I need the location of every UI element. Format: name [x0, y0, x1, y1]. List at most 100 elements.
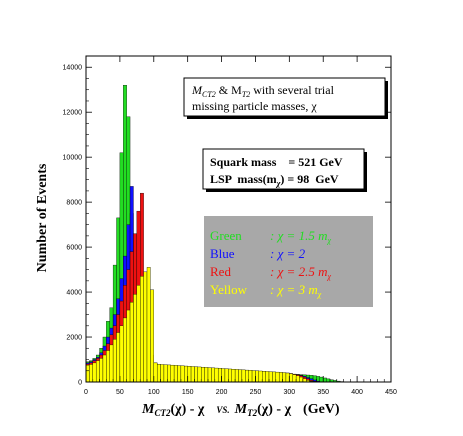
info-box-frame [202, 148, 365, 190]
legend-entries: Green: χ = 1.5 mχ Blue: χ = 2 Red: χ = 2.5… [210, 228, 331, 299]
x-axis-title: MCT2(χ) - χ VS. MT2(χ) - χ (GeV) [141, 402, 340, 418]
bar-green [319, 376, 324, 383]
bar-yellow [268, 371, 273, 383]
y-tick-label: 12000 [63, 110, 83, 117]
y-tick-label: 4000 [66, 290, 82, 297]
bar-yellow [116, 332, 121, 383]
bar-yellow [197, 366, 202, 383]
x-tick-label: 350 [317, 389, 329, 396]
bar-yellow [217, 368, 222, 383]
bar-yellow [129, 302, 134, 383]
bar-yellow [119, 325, 124, 383]
bar-yellow [187, 366, 192, 383]
info-squark-mass: Squark mass = 521 GeV [210, 155, 343, 169]
bar-yellow [275, 371, 280, 383]
y-tick-label: 2000 [66, 335, 82, 342]
title-box-frame [183, 77, 386, 117]
title-line-1: MCT2 & MT2 with several trial [191, 83, 335, 99]
x-tick-label: 400 [351, 389, 363, 396]
x-tick-label: 100 [148, 389, 160, 396]
bar-yellow [282, 372, 287, 383]
bar-yellow [289, 373, 293, 383]
bar-yellow [123, 317, 127, 383]
y-tick-label: 0 [78, 380, 82, 387]
xlabel-unit: (GeV) [303, 402, 340, 417]
bar-yellow [126, 309, 131, 383]
bar-yellow [258, 370, 263, 383]
y-axis-title: Number of Events [35, 163, 50, 272]
bar-yellow [92, 362, 97, 383]
title-amp: & M [216, 83, 242, 97]
xlabel-m2: M [234, 402, 248, 417]
bar-yellow [299, 376, 304, 383]
bar-yellow [140, 276, 144, 383]
bar-yellow [173, 365, 178, 383]
legend-expr-blue: : χ = 2 [270, 246, 306, 261]
bar-yellow [255, 370, 260, 383]
bar-yellow [163, 364, 168, 383]
title-m1-sub: CT2 [202, 90, 216, 99]
info-lsp-sub: χ [276, 179, 281, 188]
bar-yellow [241, 369, 246, 383]
title-box: MCT2 & MT2 with several trial missing pa… [183, 77, 388, 119]
title-rest: with several trial [250, 83, 334, 97]
xlabel-m1-sub: CT2 [154, 408, 171, 418]
x-tick-label: 200 [216, 389, 228, 396]
y-tick-label: 14000 [63, 65, 83, 72]
bar-yellow [156, 364, 161, 383]
bar-yellow [278, 372, 283, 383]
legend: Green: χ = 1.5 mχ Blue: χ = 2 Red: χ = 2.5… [204, 216, 373, 307]
xlabel-part4: (χ) - χ [257, 402, 291, 417]
legend-expr-green: : χ = 1.5 mχ [270, 228, 331, 245]
bar-yellow [167, 364, 171, 383]
y-tick-label: 8000 [66, 200, 82, 207]
x-tick-label: 150 [182, 389, 194, 396]
bar-yellow [272, 371, 276, 383]
x-tick-label: 250 [250, 389, 262, 396]
y-axis-ticks: 0 2000 4000 6000 8000 10000 12000 14000 [63, 65, 391, 387]
info-lsp-mass: LSP mass(mχ) = 98 GeV [210, 172, 339, 188]
info-box: Squark mass = 521 GeV LSP mass(mχ) = 98 … [202, 148, 367, 192]
bar-yellow [180, 365, 185, 383]
bar-yellow [302, 378, 307, 383]
bar-yellow [184, 365, 188, 383]
bar-yellow [207, 367, 212, 383]
legend-background [204, 216, 373, 307]
bar-yellow [214, 367, 219, 383]
bar-yellow [106, 350, 110, 383]
x-tick-label: 0 [84, 389, 88, 396]
title-line-2: missing particle masses, χ [192, 99, 317, 113]
bar-yellow [136, 285, 141, 383]
bar-yellow [201, 366, 205, 383]
bar-yellow [211, 367, 215, 383]
bar-yellow [146, 267, 151, 383]
legend-name-yellow: Yellow [210, 282, 248, 297]
bar-yellow [85, 364, 90, 383]
xlabel-part2: (χ) - χ [170, 402, 204, 417]
bar-yellow [248, 370, 253, 383]
xlabel-vs: VS. [216, 405, 229, 415]
legend-name-blue: Blue [210, 246, 235, 261]
bar-yellow [177, 365, 182, 383]
bar-yellow [224, 368, 229, 383]
bar-yellow [292, 374, 297, 383]
legend-name-green: Green [210, 228, 242, 243]
info-lsp-b: ) = 98 GeV [280, 172, 338, 186]
bar-yellow [265, 371, 270, 383]
x-tick-label: 300 [283, 389, 295, 396]
bar-yellow [133, 294, 138, 383]
x-axis-ticks: 0 50 100 150 200 250 300 350 400 450 [84, 56, 397, 396]
bar-yellow [204, 367, 209, 383]
bar-yellow [89, 364, 93, 383]
bar-yellow [95, 360, 100, 383]
title-m1: M [191, 83, 203, 97]
y-tick-label: 10000 [63, 155, 83, 162]
bar-yellow [245, 369, 249, 383]
xlabel-m1: M [141, 402, 155, 417]
bar-yellow [221, 368, 226, 383]
x-tick-label: 450 [385, 389, 397, 396]
bar-yellow [102, 354, 107, 383]
bar-yellow [285, 372, 290, 383]
info-lsp-a: LSP mass(m [210, 172, 277, 186]
